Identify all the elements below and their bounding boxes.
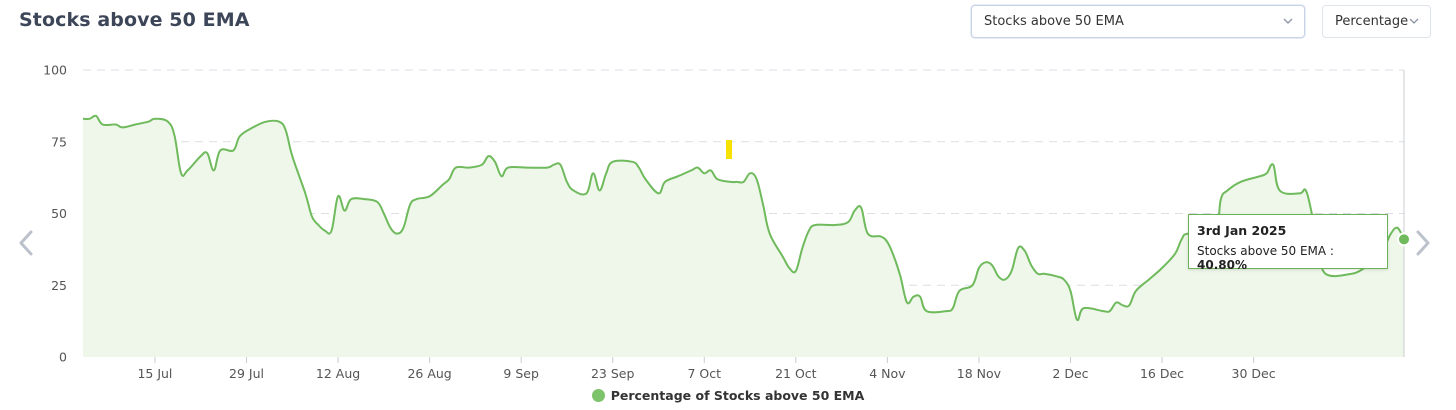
y-tick-label: 0: [59, 350, 67, 365]
x-tick-label: 15 Jul: [137, 366, 172, 381]
x-tick-label: 29 Jul: [229, 366, 264, 381]
legend-swatch: [591, 389, 605, 402]
y-tick-label: 50: [51, 206, 67, 221]
x-tick-label: 23 Sep: [591, 366, 635, 381]
tooltip-date: 3rd Jan 2025: [1197, 223, 1287, 238]
y-tick-label: 100: [43, 63, 67, 78]
chevron-left-icon[interactable]: [14, 228, 38, 258]
x-tick-label: 21 Oct: [775, 366, 817, 381]
indicator-select[interactable]: Stocks above 50 EMA: [971, 5, 1305, 38]
x-tick-label: 2 Dec: [1052, 366, 1088, 381]
indicator-select-value: Stocks above 50 EMA: [984, 14, 1124, 29]
hover-point: [1397, 232, 1411, 247]
chart-legend[interactable]: Percentage of Stocks above 50 EMA: [0, 388, 1456, 403]
y-tick-label: 25: [51, 278, 67, 293]
tooltip-line: Stocks above 50 EMA : 40.80%: [1197, 244, 1379, 272]
series-area: [83, 115, 1404, 357]
page-title: Stocks above 50 EMA: [19, 9, 250, 31]
y-axis: 0 25 50 75 100: [43, 63, 67, 365]
x-tick-label: 16 Dec: [1140, 366, 1184, 381]
x-axis: 15 Jul 29 Jul 12 Aug 26 Aug 9 Sep 23 Sep 7 Oct…: [137, 357, 1276, 381]
x-tick-label: 30 Dec: [1232, 366, 1276, 381]
series-line: [82, 114, 1405, 322]
unit-select-value: Percentage: [1335, 14, 1409, 29]
x-tick-label: 26 Aug: [407, 366, 451, 381]
unit-select[interactable]: Percentage: [1322, 5, 1431, 38]
chevron-down-icon: [1408, 15, 1420, 27]
chevron-down-icon: [1282, 15, 1294, 27]
tooltip-value: 40.80%: [1197, 258, 1247, 272]
tooltip-label: Stocks above 50 EMA :: [1197, 244, 1334, 258]
chart-tooltip: 3rd Jan 2025 Stocks above 50 EMA : 40.80…: [1188, 214, 1388, 272]
highlight-marker: [726, 140, 732, 159]
x-tick-label: 7 Oct: [687, 366, 721, 381]
x-tick-label: 9 Sep: [503, 366, 539, 381]
x-tick-label: 12 Aug: [316, 366, 360, 381]
x-tick-label: 4 Nov: [869, 366, 906, 381]
x-tick-label: 18 Nov: [957, 366, 1002, 381]
y-tick-label: 75: [51, 134, 67, 149]
legend-label: Percentage of Stocks above 50 EMA: [610, 388, 865, 403]
chevron-right-icon[interactable]: [1411, 228, 1435, 258]
